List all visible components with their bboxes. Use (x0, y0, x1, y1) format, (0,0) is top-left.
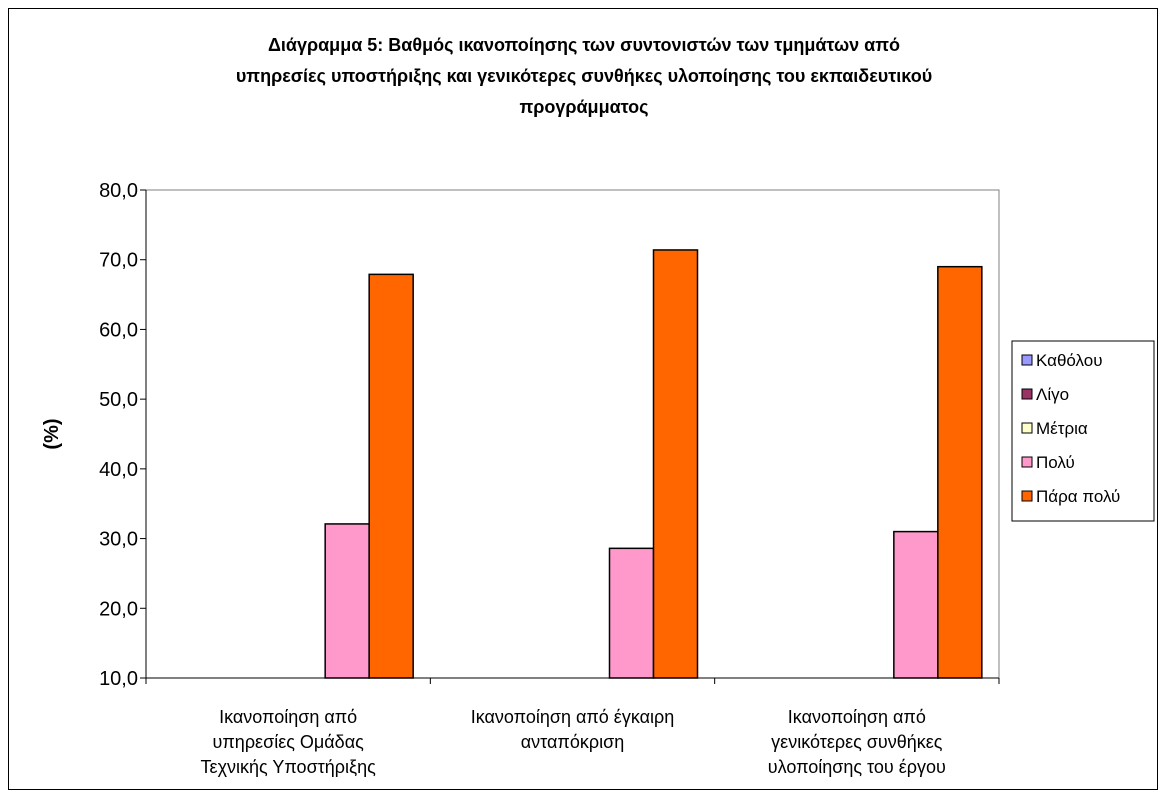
x-tick-label: υπηρεσίες Ομάδας (213, 732, 365, 752)
bar-Πολύ (893, 530, 939, 679)
y-tick-label: 10,0 (99, 668, 138, 690)
x-tick-label: ανταπόκριση (521, 732, 624, 752)
y-tick-label: 30,0 (99, 529, 138, 551)
legend-label: Μέτρια (1036, 419, 1088, 438)
legend-swatch (1021, 422, 1033, 434)
x-tick-label: Ικανοποίηση από έγκαιρη (471, 707, 675, 727)
legend-swatch (1021, 388, 1033, 400)
x-tick-label: Ικανοποίηση από (219, 707, 357, 727)
y-tick-label: 70,0 (99, 250, 138, 272)
x-tick-label: Τεχνικής Υποστήριξης (201, 757, 377, 777)
bar-Πολύ (324, 523, 370, 679)
x-tick-label: γενικότερες συνθήκες (771, 732, 943, 752)
legend-label: Πολύ (1036, 453, 1075, 472)
bar-Πολύ (608, 547, 655, 679)
y-tick-label: 20,0 (99, 598, 138, 620)
chart-title-line-3: προγράμματος (519, 97, 649, 117)
chart-title: Διάγραμμα 5: Βαθμός ικανοποίησης των συν… (0, 30, 1168, 123)
legend-label: Καθόλου (1036, 351, 1103, 370)
legend-label: Πάρα πολύ (1036, 487, 1120, 506)
bar-Πάρα-πολύ (937, 265, 983, 679)
bar-Πάρα-πολύ (368, 273, 414, 679)
x-tick-label: υλοποίησης του έργου (768, 757, 946, 777)
legend-swatch (1021, 354, 1033, 366)
x-tick-label: Ικανοποίηση από (788, 707, 926, 727)
y-tick-label: 40,0 (99, 459, 138, 481)
y-tick-label: 50,0 (99, 389, 138, 411)
plot-area (145, 189, 1000, 679)
y-tick-label: 60,0 (99, 319, 138, 341)
legend-swatch (1021, 490, 1033, 502)
y-axis-label: (%) (41, 418, 63, 449)
legend-swatch (1021, 456, 1033, 468)
bar-Πάρα-πολύ (652, 249, 699, 679)
y-tick-label: 80,0 (99, 180, 138, 202)
chart-title-line-2: υπηρεσίες υποστήριξης και γενικότερες συ… (235, 66, 933, 86)
legend-label: Λίγο (1036, 385, 1069, 404)
legend-box (1011, 340, 1155, 522)
chart-title-line-1: Διάγραμμα 5: Βαθμός ικανοποίησης των συν… (267, 35, 901, 55)
